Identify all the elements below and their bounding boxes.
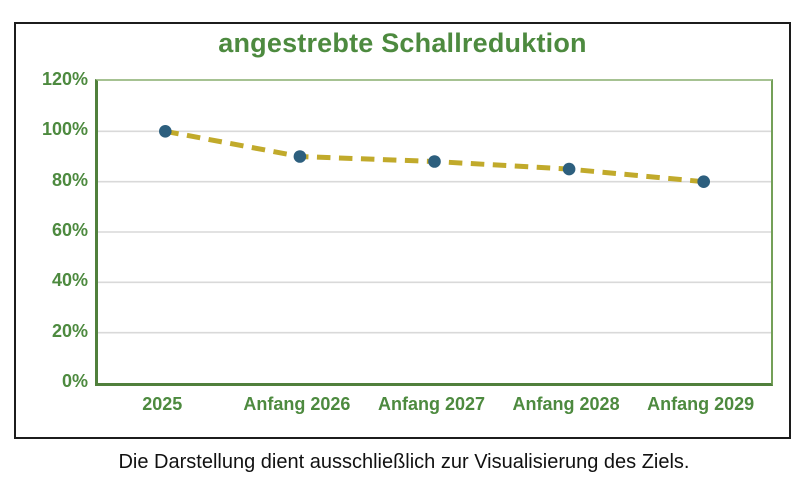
- y-tick-label: 0%: [61, 371, 88, 391]
- x-tick-label: 2025: [142, 394, 183, 414]
- plot-area: [95, 79, 773, 386]
- x-tick-label: Anfang 2029: [647, 394, 755, 414]
- y-tick-label: 120%: [41, 69, 88, 89]
- plot-svg: [98, 125, 771, 334]
- y-tick-label: 100%: [41, 119, 88, 140]
- caption: Die Darstellung dient ausschließlich zur…: [118, 451, 690, 473]
- chart-title: angestrebte Schallreduktion: [218, 28, 587, 58]
- chart-frame: angestrebte Schallreduktion 0% 20% 40% 60% 8…: [14, 22, 791, 439]
- data-point-marker: [159, 125, 172, 138]
- y-axis-labels: 0% 20% 40% 60% 80% 100% 120%: [16, 69, 88, 391]
- x-tick-label: Anfang 2028: [512, 394, 620, 414]
- data-point-marker: [697, 175, 710, 188]
- y-tick-label: 60%: [51, 220, 88, 240]
- y-tick-label: 80%: [51, 169, 88, 190]
- y-tick-label: 20%: [51, 320, 88, 341]
- data-point-marker: [562, 162, 576, 176]
- x-tick-label: Anfang 2027: [377, 394, 485, 414]
- data-point-marker: [428, 155, 441, 168]
- x-axis-labels: 2025 Anfang 2026 Anfang 2027 Anfang 2028 Anf…: [95, 393, 768, 415]
- data-point-marker: [293, 150, 307, 163]
- x-tick-label: Anfang 2026: [243, 394, 351, 414]
- y-tick-label: 40%: [51, 270, 88, 291]
